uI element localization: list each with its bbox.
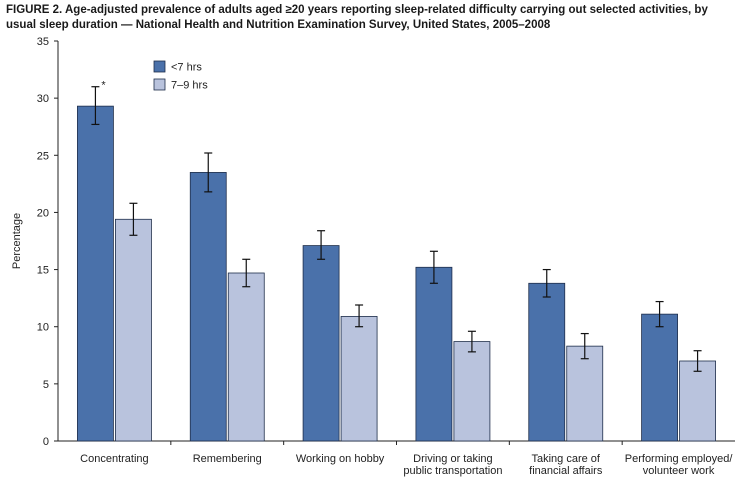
chart-legend: <7 hrs 7–9 hrs [153, 60, 208, 92]
bar-lt7-4 [528, 282, 566, 442]
bar-lt7-1 [189, 172, 227, 442]
y-tick-label: 25 [37, 150, 49, 162]
y-tick-label: 35 [37, 36, 49, 48]
legend-label: <7 hrs [171, 62, 202, 74]
x-category-label: Performing employed/ [625, 453, 734, 465]
x-category-label: financial affairs [529, 465, 603, 477]
bar-7to9-0 [115, 218, 152, 442]
x-category-label: Working on hobby [296, 453, 385, 465]
y-tick-label: 5 [43, 379, 49, 391]
y-axis-title: Percentage [11, 213, 23, 269]
legend-label: 7–9 hrs [171, 80, 208, 92]
bar-7to9-5 [679, 360, 716, 442]
y-tick-label: 20 [37, 207, 49, 219]
y-tick-label: 15 [37, 265, 49, 277]
x-category-label: public transportation [403, 465, 502, 477]
y-tick-label: 10 [37, 322, 49, 334]
chart-title: FIGURE 2. Age-adjusted prevalence of adu… [6, 4, 708, 31]
significance-asterisk: * [101, 80, 106, 92]
x-category-label: Taking care of [532, 453, 601, 465]
chart-labels: 0 5 10 15 20 25 30 35 Percentage * Concentrating Re… [11, 36, 733, 477]
bar-lt7-0 [77, 105, 114, 442]
bar-lt7-3 [415, 266, 453, 442]
x-category-label: Concentrating [80, 453, 149, 465]
x-category-label: Driving or taking [413, 453, 492, 465]
chart-error-bars [91, 86, 702, 372]
bar-7to9-3 [453, 341, 491, 442]
legend-swatch [153, 60, 166, 73]
y-tick-label: 30 [37, 93, 49, 105]
bar-7to9-4 [566, 345, 604, 442]
x-category-label: Remembering [193, 453, 262, 465]
bar-7to9-1 [227, 272, 265, 442]
x-category-label: volunteer work [643, 465, 715, 477]
legend-swatch [153, 78, 166, 91]
chart-axes [54, 40, 735, 445]
bar-lt7-2 [302, 245, 340, 442]
bar-7to9-2 [340, 316, 378, 442]
chart-bars [77, 105, 716, 442]
y-tick-label: 0 [43, 436, 49, 448]
bar-lt7-5 [641, 313, 678, 442]
